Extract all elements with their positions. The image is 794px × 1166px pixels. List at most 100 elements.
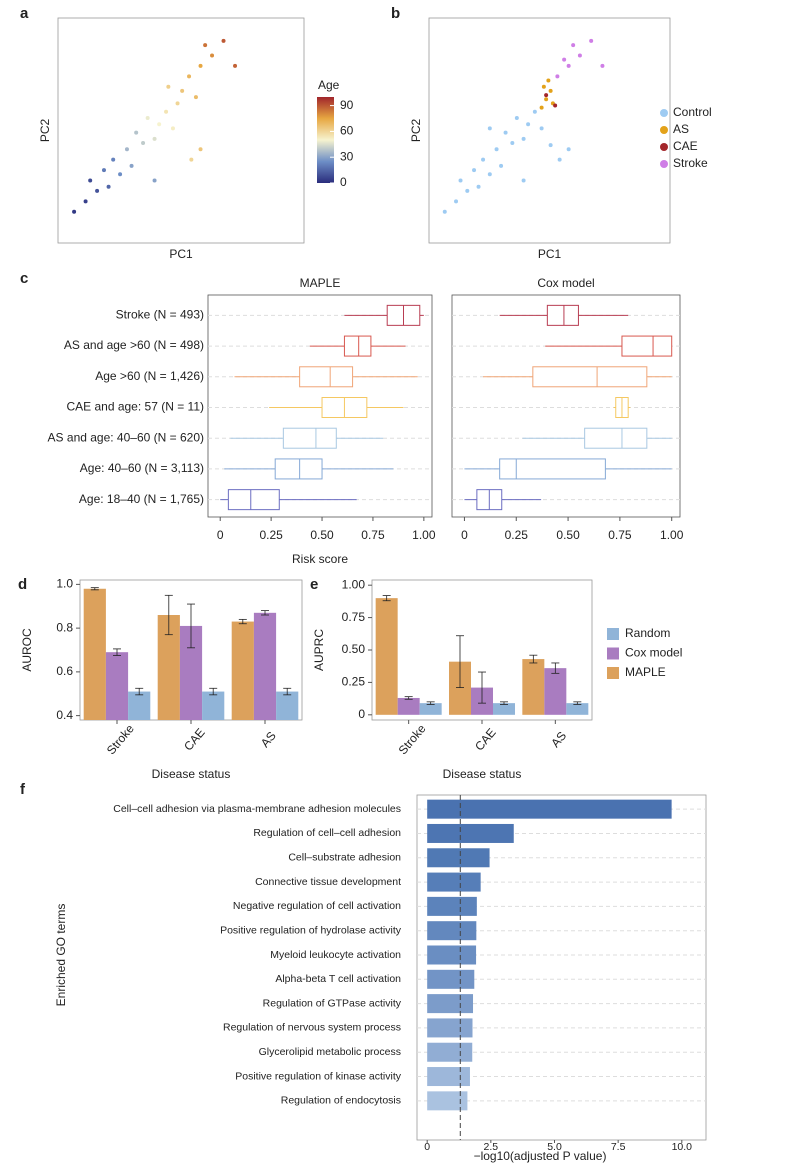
bar [427,823,514,843]
category-label: Regulation of GTPase activity [263,997,402,1009]
colorbar-tick-label: 90 [340,98,354,112]
point [145,116,150,120]
error-bar [478,671,486,704]
x-axis-label: PC1 [538,247,562,261]
point [499,163,504,168]
legend-swatch [607,628,619,640]
y-tick-label: 0.6 [56,664,73,678]
point [544,93,549,98]
point [83,199,88,204]
point [106,184,111,189]
point [442,209,447,214]
category-label: Age: 40–60 (N = 3,113) [80,461,204,475]
colorbar-tick-label: 60 [340,124,354,138]
error-bar [573,701,582,705]
point [72,209,77,214]
error-bar [113,648,121,656]
point [481,157,486,162]
x-tick-label: 0.75 [361,528,385,542]
error-bar [187,603,195,649]
bar [427,1067,470,1087]
point [532,109,537,114]
colorbar-tick-label: 0 [340,175,347,189]
y-tick-label: 1.0 [56,577,73,591]
point [193,95,198,100]
bar [276,691,299,720]
bar [427,872,481,892]
point [454,199,459,204]
x-axis-label: Risk score [292,552,348,566]
bar [253,612,277,720]
point [141,141,146,145]
point [170,126,175,131]
bar [427,1042,473,1062]
point [152,136,157,141]
bar [427,969,475,989]
bar [419,703,442,715]
colorbar-tick-label: 30 [340,149,354,163]
x-tick-label: 0.75 [608,528,632,542]
y-tick-label: 0 [358,707,365,721]
point [95,188,100,193]
point [553,103,558,108]
point [166,84,171,89]
point [221,38,226,43]
bar [397,697,420,715]
x-tick-label: 5.0 [547,1141,562,1153]
point [129,163,134,168]
y-axis-label: Enriched GO terms [54,904,68,1007]
point [233,63,238,68]
point [88,178,93,183]
point [544,97,549,102]
box [621,335,673,357]
category-label: Age >60 (N = 1,426) [95,369,204,383]
box [274,458,323,480]
point [514,116,519,120]
legend-label: Cox model [625,646,682,660]
category-label: Regulation of nervous system process [223,1022,401,1034]
panel-title: MAPLE [300,276,341,290]
error-bar [164,594,173,636]
error-bar [500,701,508,705]
x-tick-label: 1.00 [660,528,684,542]
x-tick-label: Stroke [396,721,429,757]
y-tick-label: 0.4 [56,708,73,722]
plot-frame [451,294,681,518]
point [503,130,508,135]
bar [105,652,129,720]
x-tick-label: 10.0 [672,1141,693,1153]
box [282,427,337,449]
legend-label: CAE [673,139,698,153]
legend-swatch [660,160,668,168]
point [157,122,162,127]
box [546,304,579,326]
panel-label: f [20,781,26,798]
category-label: AS and age: 40–60 (N = 620) [48,430,204,444]
bar [157,615,180,720]
error-bar [551,662,560,674]
point [487,172,492,177]
bar [231,621,254,720]
point [562,57,567,62]
plot-frame [428,17,671,244]
colorbar [317,97,334,183]
point [487,126,492,131]
category-label: Myeloid leukocyte activation [270,949,401,961]
x-tick-label: 0.50 [310,528,334,542]
error-bar [90,587,99,591]
point [577,53,582,58]
point [180,88,185,93]
point [111,157,116,162]
error-bar [382,595,391,602]
x-tick-label: 0 [217,528,224,542]
bar [427,1018,473,1038]
panel-label: e [310,576,318,593]
legend-label: Control [673,105,712,119]
box [227,489,280,511]
point [203,43,208,48]
error-bar [135,687,144,696]
y-tick-label: 0.50 [342,642,366,656]
x-axis-label: PC1 [169,247,193,261]
error-bar [456,635,464,688]
panel-label: a [20,5,29,22]
